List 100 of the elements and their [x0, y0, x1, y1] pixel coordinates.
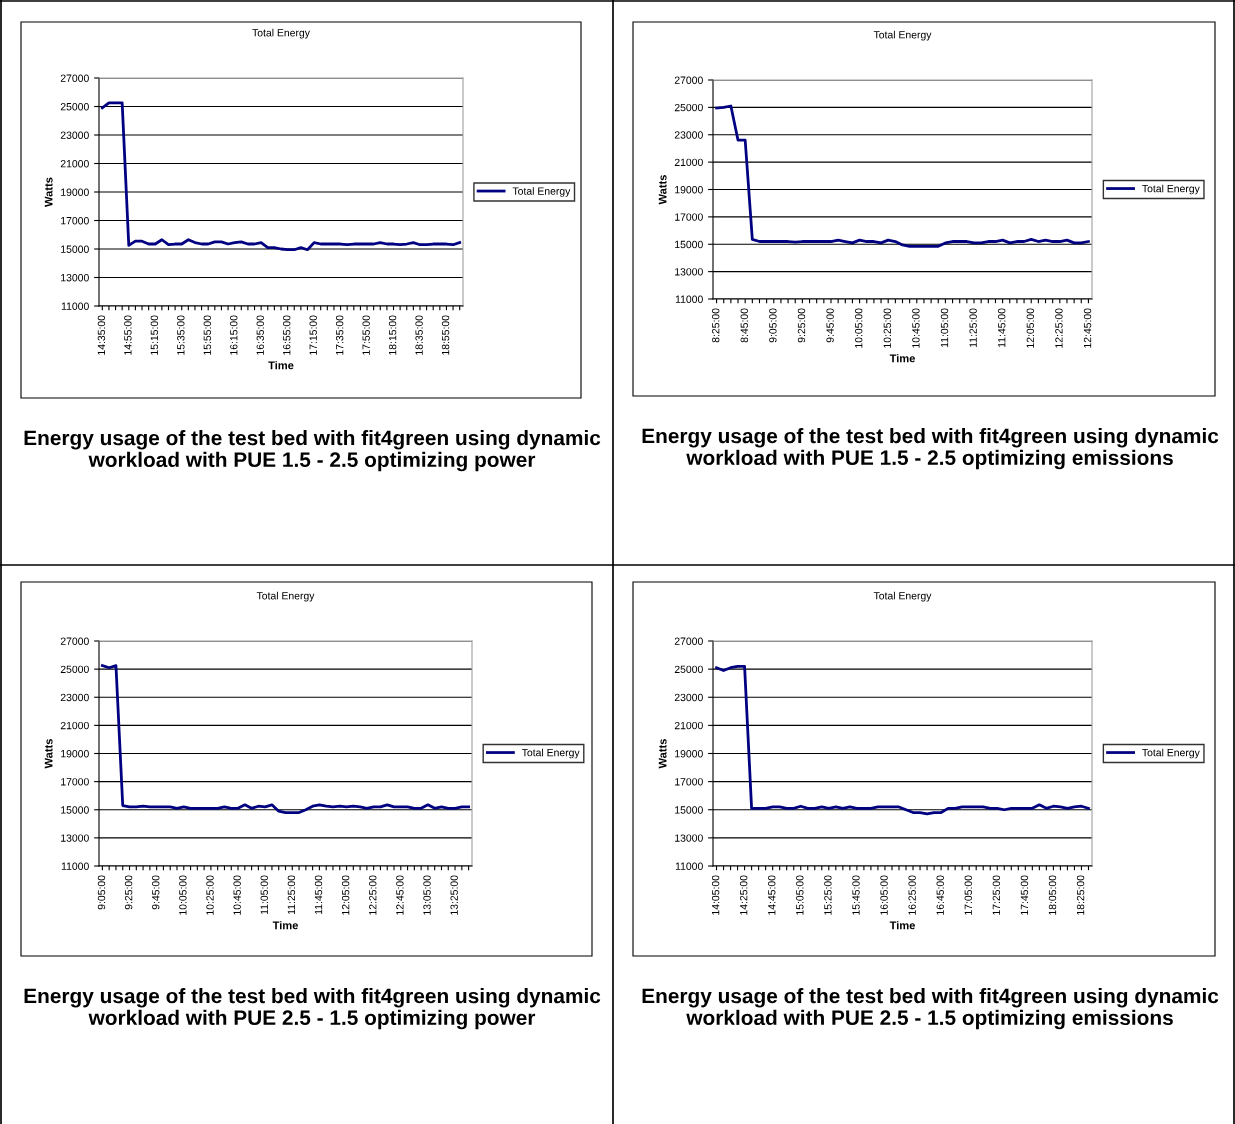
y-axis-title: Watts — [658, 175, 667, 205]
x-tick-label: 14:35:00 — [97, 315, 106, 355]
x-tick-label: 17:15:00 — [309, 315, 317, 355]
x-tick-label: 13:05:00 — [423, 875, 431, 915]
y-tick-label: 19000 — [675, 750, 703, 758]
legend-label: Total Energy — [521, 748, 580, 759]
x-tick-label: 11:45:00 — [314, 875, 323, 915]
y-axis-title: Watts — [44, 177, 53, 207]
x-tick-label: 10:45:00 — [912, 308, 920, 348]
chart-title: Total Energy — [873, 30, 932, 41]
y-tick-label: 17000 — [675, 213, 703, 221]
legend-label: Total Energy — [1142, 748, 1200, 759]
y-tick-label: 21000 — [60, 160, 89, 168]
x-tick-label: 16:45:00 — [936, 875, 944, 915]
x-tick-label: 9:45:00 — [826, 308, 834, 343]
x-tick-label: 10:25:00 — [883, 308, 891, 348]
y-tick-label: 21000 — [60, 721, 89, 730]
x-tick-label: 15:05:00 — [796, 875, 804, 915]
text: Energy usage of the test bed with fit4green using dynamic workload with PUE 1.5 - 2.5 optimizing emissions — [642, 428, 1219, 470]
y-tick-label: 25000 — [60, 665, 89, 673]
x-tick-label: 9:25:00 — [797, 308, 806, 343]
x-tick-label: 15:35:00 — [177, 315, 185, 355]
y-tick-label: 23000 — [674, 131, 703, 139]
x-tick-label: 16:35:00 — [256, 315, 264, 355]
x-tick-label: 17:35:00 — [335, 315, 344, 355]
x-tick-label: 10:25:00 — [206, 875, 214, 915]
text: Energy usage of the test bed with fit4green using dynamic workload with PUE 1.5 - 2.5 optimizing power — [24, 430, 601, 472]
y-tick-label: 21000 — [674, 158, 703, 166]
y-tick-label: 11000 — [61, 302, 89, 310]
x-tick-label: 12:45:00 — [1083, 308, 1092, 348]
x-tick-label: 18:05:00 — [1048, 875, 1057, 915]
x-tick-label: 14:05:00 — [711, 875, 720, 915]
x-tick-label: 9:45:00 — [152, 875, 160, 910]
y-tick-label: 19000 — [61, 750, 89, 758]
x-tick-label: 11:45:00 — [998, 308, 1006, 348]
x-tick-label: 17:45:00 — [1020, 875, 1029, 915]
y-tick-label: 11000 — [675, 295, 703, 303]
y-tick-label: 11000 — [675, 862, 703, 870]
y-tick-label: 27000 — [60, 74, 89, 82]
x-tick-label: 16:25:00 — [908, 875, 916, 915]
x-tick-label: 10:45:00 — [233, 875, 241, 915]
y-axis-title: Watts — [44, 739, 53, 769]
y-tick-label: 13000 — [675, 834, 703, 842]
x-tick-label: 13:25:00 — [450, 875, 458, 915]
y-tick-label: 13000 — [61, 834, 89, 842]
text: Energy usage of the test bed with fit4green using dynamic workload with PUE 2.5 - 1.5 optimizing power — [24, 988, 601, 1030]
chart-title: Total Energy — [256, 591, 315, 602]
x-tick-label: 15:15:00 — [150, 315, 159, 355]
y-tick-label: 27000 — [674, 637, 703, 645]
x-tick-label: 15:55:00 — [203, 315, 211, 355]
x-tick-label: 12:05:00 — [341, 875, 350, 915]
x-tick-label: 12:05:00 — [1026, 308, 1035, 348]
y-tick-label: 25000 — [674, 665, 703, 673]
y-tick-label: 19000 — [61, 188, 89, 196]
x-tick-label: 17:55:00 — [362, 315, 370, 355]
y-tick-label: 15000 — [675, 240, 703, 249]
y-tick-label: 21000 — [674, 721, 703, 730]
x-tick-label: 18:25:00 — [1076, 875, 1085, 915]
y-tick-label: 13000 — [61, 274, 89, 282]
x-tick-label: 16:15:00 — [230, 315, 238, 355]
x-tick-label: 12:25:00 — [369, 875, 377, 915]
x-tick-label: 18:15:00 — [388, 315, 397, 355]
y-tick-label: 15000 — [61, 806, 89, 814]
y-tick-label: 19000 — [675, 186, 703, 194]
y-tick-label: 25000 — [60, 103, 89, 111]
x-tick-label: 18:35:00 — [415, 315, 423, 355]
x-tick-label: 10:05:00 — [179, 875, 187, 915]
x-axis-title: Time — [272, 921, 298, 930]
chart-title: Total Energy — [252, 28, 310, 39]
x-axis-title: Time — [889, 354, 915, 363]
y-tick-label: 17000 — [675, 778, 703, 786]
x-tick-label: 14:45:00 — [768, 875, 776, 915]
x-tick-label: 18:55:00 — [441, 315, 450, 355]
y-tick-label: 17000 — [61, 217, 89, 225]
y-tick-label: 27000 — [60, 637, 89, 645]
x-tick-label: 11:25:00 — [969, 308, 977, 348]
x-tick-label: 9:25:00 — [124, 875, 133, 910]
y-tick-label: 23000 — [674, 693, 703, 702]
x-tick-label: 17:05:00 — [964, 875, 972, 915]
x-axis-title: Time — [889, 921, 915, 930]
x-tick-label: 11:25:00 — [287, 875, 296, 915]
x-tick-label: 16:55:00 — [283, 315, 291, 355]
x-tick-label: 11:05:00 — [940, 308, 949, 348]
y-tick-label: 15000 — [675, 806, 703, 814]
x-tick-label: 9:05:00 — [769, 308, 777, 343]
x-tick-label: 12:25:00 — [1055, 308, 1063, 348]
x-tick-label: 10:05:00 — [855, 308, 863, 348]
x-tick-label: 15:45:00 — [852, 875, 860, 915]
x-tick-label: 9:05:00 — [97, 875, 106, 910]
x-tick-label: 16:05:00 — [880, 875, 888, 915]
y-tick-label: 25000 — [674, 103, 703, 112]
x-tick-label: 14:25:00 — [740, 875, 748, 915]
y-tick-label: 27000 — [674, 76, 703, 84]
x-axis-title: Time — [268, 361, 294, 370]
text: Energy usage of the test bed with fit4green using dynamic workload with PUE 2.5 - 1.5 optimizing emissions — [642, 988, 1219, 1030]
y-tick-label: 11000 — [61, 862, 89, 870]
x-tick-label: 14:55:00 — [124, 315, 132, 355]
x-tick-label: 17:25:00 — [992, 875, 1001, 915]
x-tick-label: 12:45:00 — [396, 875, 404, 915]
x-tick-label: 8:25:00 — [712, 308, 720, 343]
